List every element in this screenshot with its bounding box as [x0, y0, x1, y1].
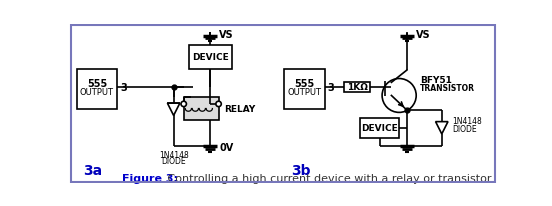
- Text: BFY51: BFY51: [420, 75, 452, 84]
- Text: 3b: 3b: [291, 163, 310, 177]
- Circle shape: [216, 102, 221, 107]
- Text: VS: VS: [416, 30, 431, 40]
- Text: DIODE: DIODE: [453, 124, 477, 133]
- Text: 3: 3: [120, 83, 127, 92]
- Text: 3: 3: [328, 83, 335, 92]
- Bar: [184, 97, 219, 121]
- Text: 555: 555: [294, 79, 315, 89]
- Bar: [360, 118, 399, 138]
- Text: VS: VS: [219, 30, 234, 40]
- Bar: [77, 69, 117, 109]
- Text: DEVICE: DEVICE: [192, 53, 229, 62]
- Text: 3a: 3a: [83, 163, 102, 177]
- Circle shape: [382, 79, 416, 113]
- Bar: [284, 69, 325, 109]
- Text: Controlling a high current device with a relay or transistor: Controlling a high current device with a…: [163, 173, 491, 183]
- Text: DIODE: DIODE: [161, 157, 186, 166]
- Text: 0V: 0V: [219, 142, 233, 152]
- Polygon shape: [436, 122, 448, 134]
- Text: OUTPUT: OUTPUT: [288, 88, 322, 97]
- Text: 555: 555: [87, 79, 107, 89]
- Text: Figure 3:: Figure 3:: [121, 173, 178, 183]
- Text: OUTPUT: OUTPUT: [80, 88, 114, 97]
- Text: TRANSISTOR: TRANSISTOR: [420, 84, 475, 93]
- Text: 1N4148: 1N4148: [453, 117, 482, 126]
- Text: 1KΩ: 1KΩ: [347, 83, 368, 92]
- Bar: [344, 82, 370, 93]
- Circle shape: [181, 102, 187, 107]
- Bar: [189, 46, 232, 69]
- Text: DEVICE: DEVICE: [362, 124, 398, 133]
- Text: 1N4148: 1N4148: [159, 151, 188, 159]
- Text: RELAY: RELAY: [224, 104, 255, 114]
- Polygon shape: [167, 104, 180, 116]
